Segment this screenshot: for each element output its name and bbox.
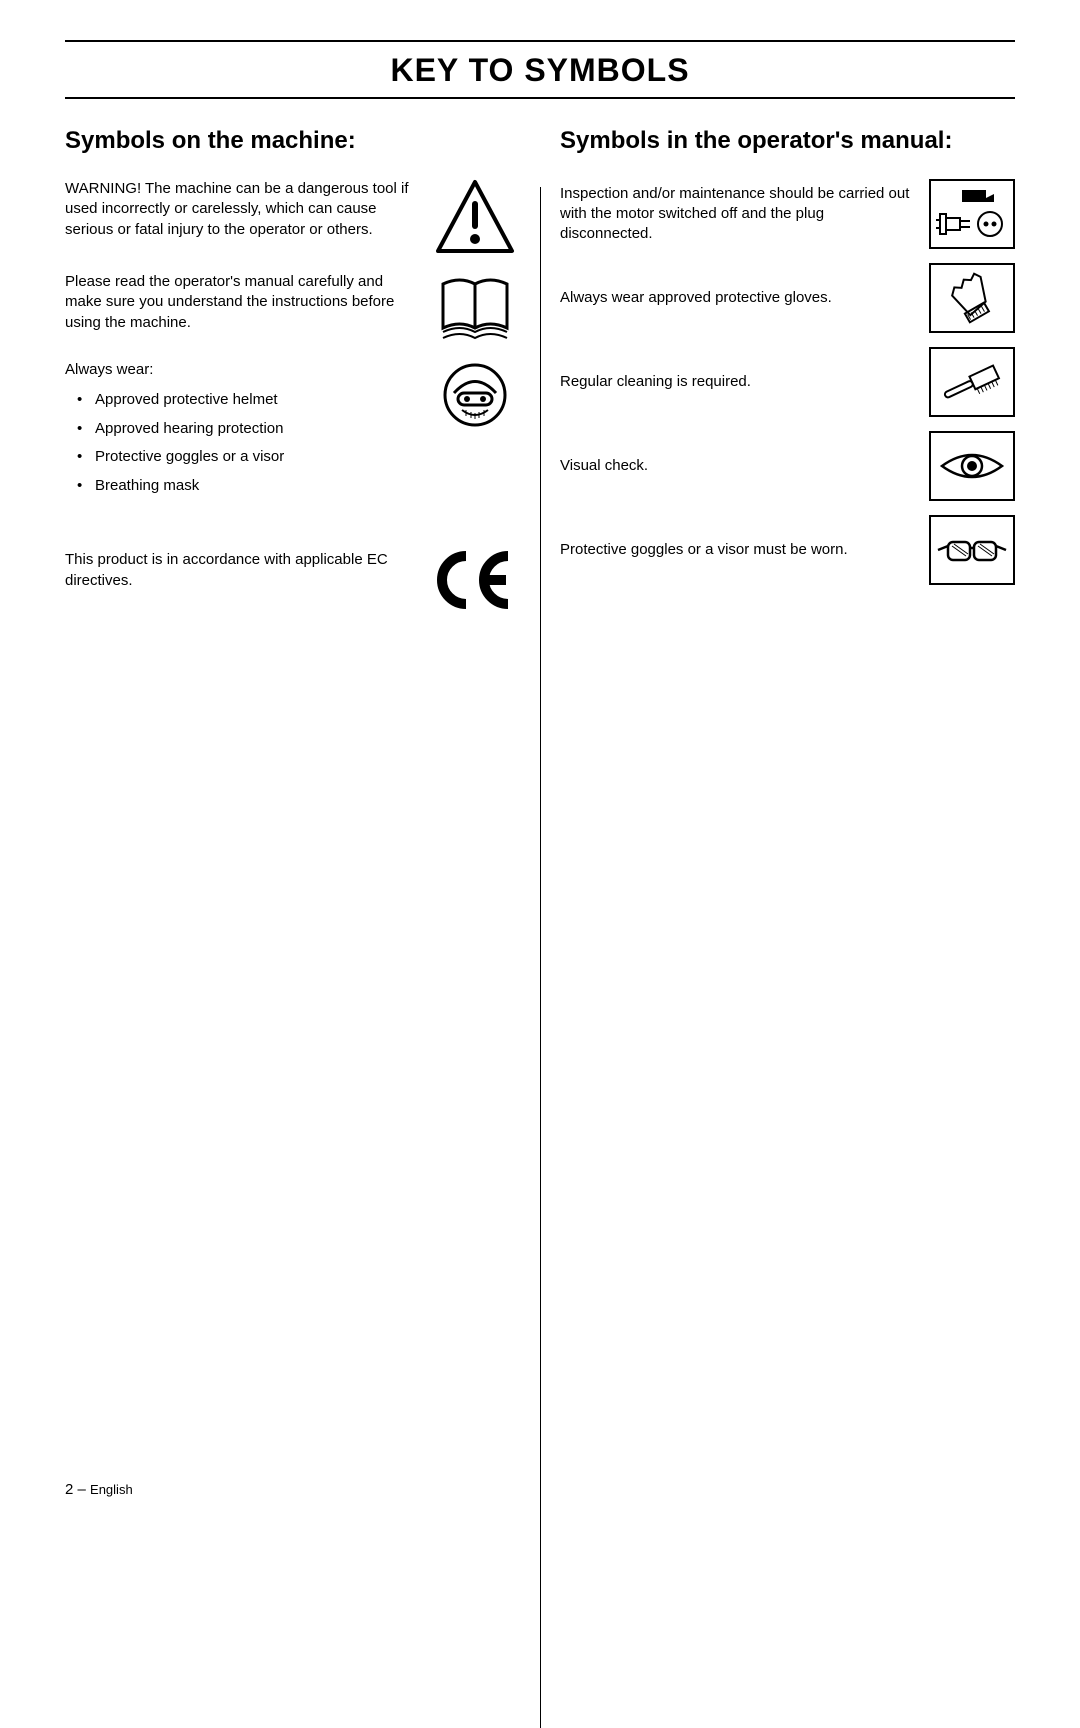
list-item: Breathing mask <box>65 472 418 501</box>
plug-disconnect-icon <box>929 179 1015 249</box>
right-column: Symbols in the operator's manual: Inspec… <box>540 127 1015 628</box>
ec-text: This product is in accordance with appli… <box>65 550 430 591</box>
row-text: Inspection and/or maintenance should be … <box>560 184 929 245</box>
page-footer: 2 – English <box>65 1481 133 1498</box>
row-cleaning: Regular cleaning is required. <box>560 347 1015 417</box>
read-manual-text: Please read the operator's manual carefu… <box>65 272 430 333</box>
goggles-icon <box>929 515 1015 585</box>
row-text: Always wear approved protective gloves. <box>560 288 929 308</box>
open-book-icon <box>430 272 520 342</box>
helmet-goggles-icon <box>430 360 520 430</box>
left-column: Symbols on the machine: WARNING! The mac… <box>65 127 540 628</box>
list-item: Approved protective helmet <box>65 386 418 415</box>
read-manual-block: Please read the operator's manual carefu… <box>65 272 520 342</box>
column-divider <box>540 187 541 1728</box>
warning-block: WARNING! The machine can be a dangerous … <box>65 179 520 254</box>
left-heading: Symbols on the machine: <box>65 127 520 155</box>
ec-block: This product is in accordance with appli… <box>65 550 520 610</box>
row-text: Protective goggles or a visor must be wo… <box>560 540 929 560</box>
list-item: Protective goggles or a visor <box>65 443 418 472</box>
page-title: KEY TO SYMBOLS <box>65 46 1015 95</box>
always-wear-label: Always wear: <box>65 360 418 380</box>
row-visual-check: Visual check. <box>560 431 1015 501</box>
ce-mark-icon <box>430 550 520 610</box>
warning-triangle-icon <box>430 179 520 254</box>
list-item: Approved hearing protection <box>65 415 418 444</box>
title-underline <box>65 97 1015 99</box>
warning-text: WARNING! The machine can be a dangerous … <box>65 179 430 240</box>
row-text: Visual check. <box>560 456 929 476</box>
row-text: Regular cleaning is required. <box>560 372 929 392</box>
right-heading: Symbols in the operator's manual: <box>560 127 1015 155</box>
row-goggles: Protective goggles or a visor must be wo… <box>560 515 1015 585</box>
two-column-layout: Symbols on the machine: WARNING! The mac… <box>65 127 1015 628</box>
row-gloves: Always wear approved protective gloves. <box>560 263 1015 333</box>
always-wear-text-group: Always wear: Approved protective helmet … <box>65 360 430 500</box>
always-wear-block: Always wear: Approved protective helmet … <box>65 360 520 500</box>
top-rule <box>65 40 1015 42</box>
wear-list: Approved protective helmet Approved hear… <box>65 386 418 500</box>
footer-sep: – <box>73 1481 90 1498</box>
row-inspection: Inspection and/or maintenance should be … <box>560 179 1015 249</box>
gloves-icon <box>929 263 1015 333</box>
eye-icon <box>929 431 1015 501</box>
brush-icon <box>929 347 1015 417</box>
footer-lang: English <box>90 1482 133 1497</box>
